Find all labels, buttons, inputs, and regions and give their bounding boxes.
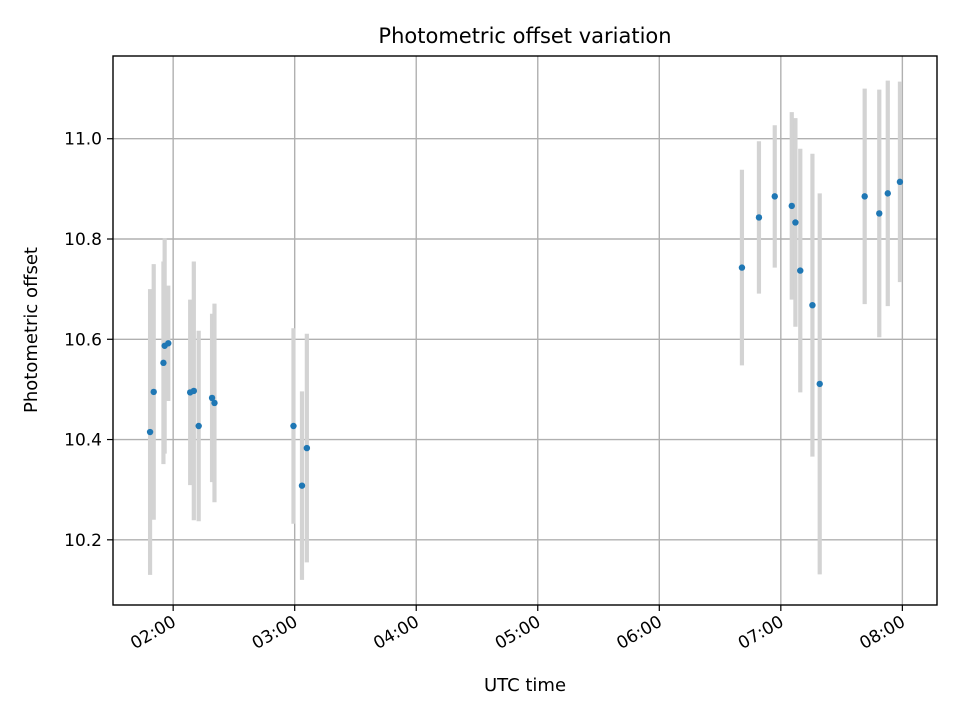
data-point [876,210,883,217]
data-point [816,380,823,388]
data-point [792,219,799,226]
data-point [738,264,746,271]
data-point [771,193,778,200]
y-tick-label: 10.2 [64,531,102,551]
data-point [195,422,202,430]
x-axis-label: UTC time [484,675,566,696]
data-point [165,340,172,347]
data-point [809,301,816,309]
data-point [797,267,804,274]
chart-title: Photometric offset variation [378,24,671,48]
data-point [303,444,311,452]
data-point [861,193,868,200]
data-point [190,387,198,395]
data-points [146,178,904,489]
y-tick-label: 10.4 [64,431,102,451]
data-point [146,428,154,436]
data-point [290,422,297,430]
plot-frame [112,55,938,606]
data-point [896,178,904,186]
y-tick-label: 10.8 [64,230,102,250]
data-point [298,482,306,489]
data-point [208,394,216,402]
data-point [160,359,167,367]
y-axis-label: Photometric offset [21,247,42,413]
data-point [884,190,891,197]
data-point [755,214,763,221]
data-point [788,202,795,210]
data-point [211,399,218,407]
y-tick-label: 10.6 [64,330,102,350]
y-tick-label: 11.0 [64,130,102,150]
data-point [150,388,157,396]
